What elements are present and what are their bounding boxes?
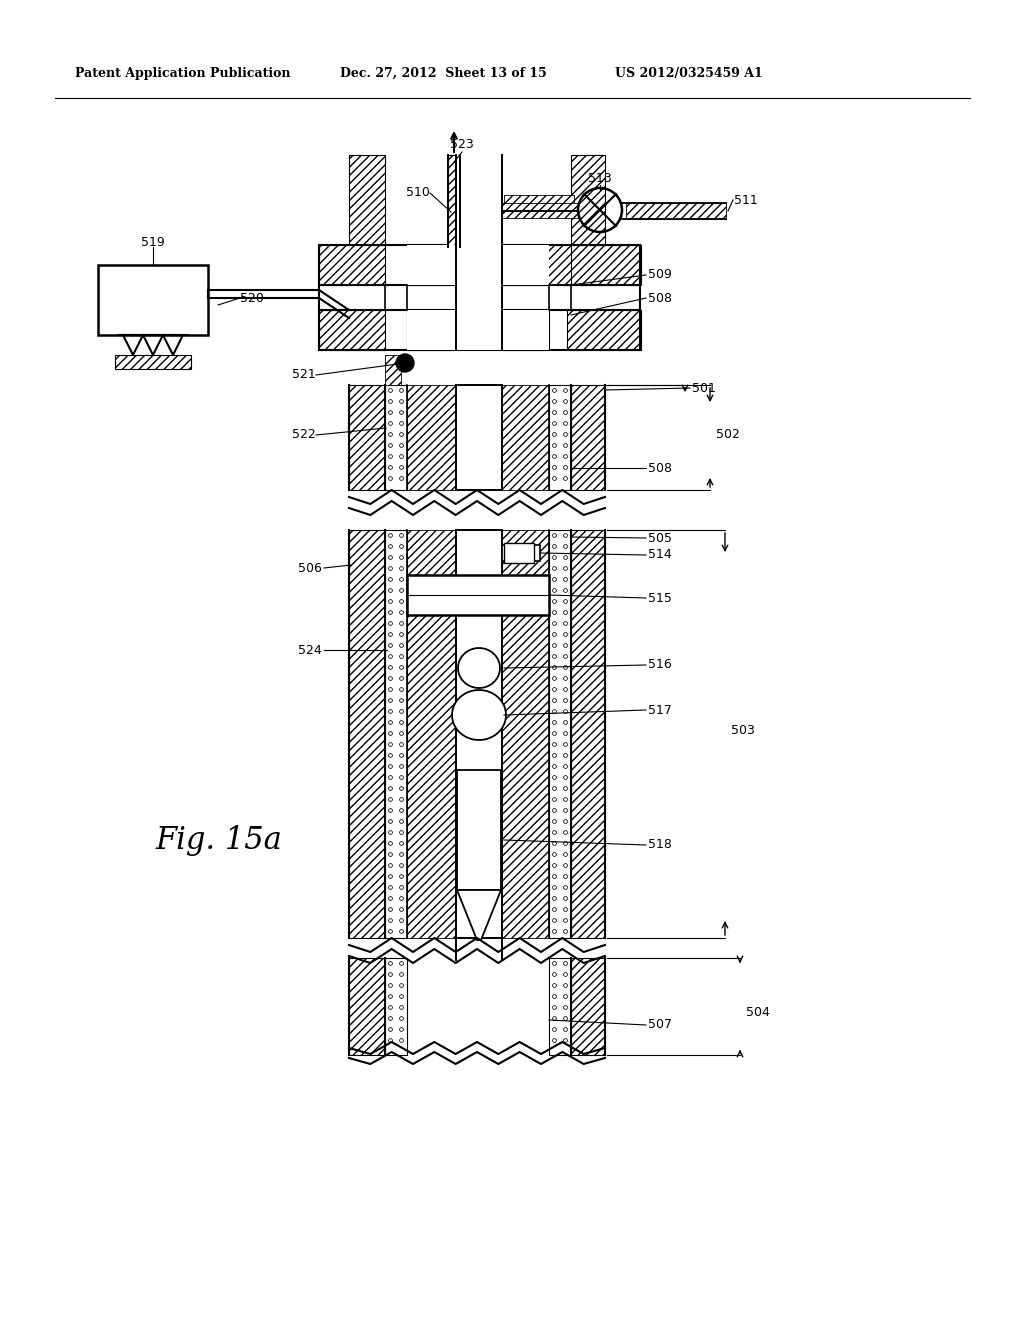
Bar (456, 154, 502, 350)
Text: 506: 506 (298, 561, 322, 574)
Bar (408, 246, 456, 285)
Bar (407, 385, 456, 490)
Bar (385, 385, 407, 490)
Bar (319, 310, 385, 350)
Text: 518: 518 (648, 838, 672, 851)
Text: 513: 513 (588, 172, 612, 185)
Text: 507: 507 (648, 1019, 672, 1031)
Text: 502: 502 (716, 429, 740, 441)
Polygon shape (457, 890, 501, 940)
Bar (407, 246, 456, 285)
Bar (571, 531, 605, 939)
Bar (549, 385, 571, 490)
Bar (502, 310, 549, 350)
Bar (456, 531, 502, 939)
Text: 508: 508 (648, 292, 672, 305)
Text: 521: 521 (292, 368, 316, 381)
Bar (567, 310, 641, 350)
Bar (502, 246, 549, 285)
Bar (571, 154, 605, 246)
Bar (457, 770, 501, 890)
Bar (407, 576, 549, 615)
Bar (567, 246, 641, 285)
Polygon shape (458, 648, 500, 688)
Bar (626, 203, 726, 219)
Polygon shape (452, 690, 506, 741)
Bar (407, 310, 456, 350)
Bar (502, 246, 571, 285)
Bar (407, 310, 456, 350)
Bar (349, 154, 385, 246)
Text: 524: 524 (298, 644, 322, 656)
Bar (319, 246, 385, 285)
Bar (502, 203, 578, 218)
Text: 520: 520 (240, 292, 264, 305)
Text: 501: 501 (692, 381, 716, 395)
Text: 503: 503 (731, 723, 755, 737)
Bar (407, 531, 456, 939)
Bar (449, 154, 460, 247)
Bar (502, 385, 549, 490)
Text: 515: 515 (648, 591, 672, 605)
Bar (456, 385, 502, 490)
Text: US 2012/0325459 A1: US 2012/0325459 A1 (615, 66, 763, 79)
Text: 523: 523 (451, 139, 474, 152)
Bar (571, 958, 605, 1055)
Bar (549, 531, 571, 939)
Bar (571, 385, 605, 490)
Bar (349, 958, 385, 1055)
Text: 522: 522 (292, 429, 316, 441)
Text: 514: 514 (648, 549, 672, 561)
Bar (385, 958, 407, 1055)
Bar (504, 543, 534, 564)
Bar (502, 545, 540, 561)
Text: 509: 509 (648, 268, 672, 281)
Bar (502, 310, 549, 350)
Text: 517: 517 (648, 704, 672, 717)
Text: 508: 508 (648, 462, 672, 474)
Bar (115, 355, 191, 370)
Text: 516: 516 (648, 659, 672, 672)
Bar (504, 195, 574, 210)
Text: 505: 505 (648, 532, 672, 544)
Circle shape (396, 354, 414, 372)
Text: 504: 504 (746, 1006, 770, 1019)
Text: 510: 510 (407, 186, 430, 199)
Bar (385, 531, 407, 939)
Bar (502, 531, 549, 939)
Bar (385, 355, 401, 385)
Text: 511: 511 (734, 194, 758, 206)
Bar (98, 265, 208, 335)
Text: 519: 519 (141, 236, 165, 249)
Bar (549, 958, 571, 1055)
Bar (349, 385, 385, 490)
Text: Patent Application Publication: Patent Application Publication (75, 66, 291, 79)
Bar (349, 531, 385, 939)
Text: Fig. 15a: Fig. 15a (155, 825, 282, 855)
Text: Dec. 27, 2012  Sheet 13 of 15: Dec. 27, 2012 Sheet 13 of 15 (340, 66, 547, 79)
